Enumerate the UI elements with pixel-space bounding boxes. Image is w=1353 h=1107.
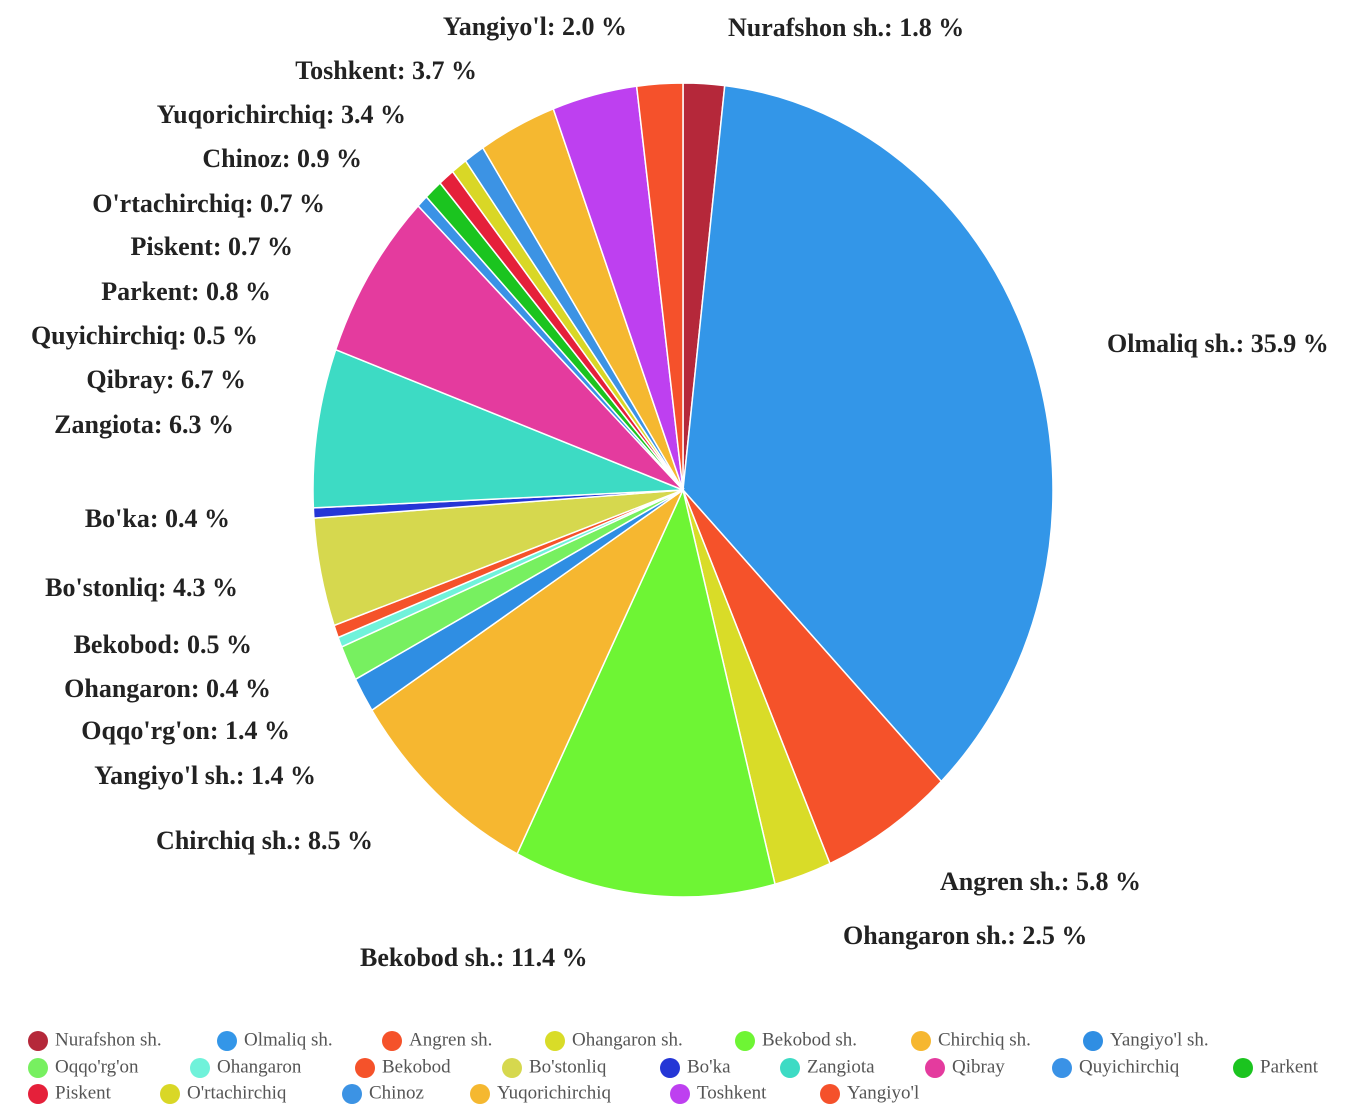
data-label: Ohangaron: 0.4 % [64, 674, 271, 703]
legend-marker [735, 1031, 755, 1051]
legend-marker [217, 1031, 237, 1051]
legend-marker [545, 1031, 565, 1051]
legend-label: Quyichirchiq [1079, 1056, 1180, 1077]
legend-marker [925, 1058, 945, 1078]
data-label: Bo'ka: 0.4 % [85, 504, 230, 533]
legend-label: Bekobod [382, 1056, 451, 1077]
legend-marker [1083, 1031, 1103, 1051]
legend-label: Parkent [1260, 1056, 1319, 1077]
legend-marker [670, 1084, 690, 1104]
legend-marker [28, 1058, 48, 1078]
pie-slice [682, 84, 1054, 783]
legend-marker [190, 1058, 210, 1078]
legend-marker [382, 1031, 402, 1051]
legend-label: Zangiota [807, 1056, 875, 1077]
data-label: Qibray: 6.7 % [86, 365, 246, 394]
legend-marker [911, 1031, 931, 1051]
legend-marker [28, 1084, 48, 1104]
legend-label: Toshkent [697, 1082, 767, 1103]
legend-label: Yangiyo'l sh. [1110, 1029, 1209, 1050]
legend-label: Oqqo'rg'on [55, 1056, 139, 1077]
legend-marker [470, 1084, 490, 1104]
data-label: Piskent: 0.7 % [131, 232, 294, 261]
legend-label: Bo'stonliq [529, 1056, 607, 1077]
legend-label: Qibray [952, 1056, 1005, 1077]
legend-marker [160, 1084, 180, 1104]
pie-slice [334, 204, 684, 491]
legend-label: O'rtachirchiq [187, 1082, 287, 1103]
legend-label: Yuqorichirchiq [497, 1082, 611, 1103]
data-label: Bo'stonliq: 4.3 % [45, 573, 238, 602]
data-label: Bekobod sh.: 11.4 % [360, 943, 588, 972]
legend-marker [1052, 1058, 1072, 1078]
legend-label: Ohangaron sh. [572, 1029, 683, 1050]
pie-slice [312, 348, 684, 509]
pie-slice [682, 489, 943, 865]
pie-slice [370, 487, 685, 855]
data-label: Bekobod: 0.5 % [74, 630, 252, 659]
legend-marker [342, 1084, 362, 1104]
data-label: Toshkent: 3.7 % [295, 56, 477, 85]
data-label: Yangiyo'l sh.: 1.4 % [94, 761, 316, 790]
data-label: Nurafshon sh.: 1.8 % [728, 13, 964, 42]
legend-marker [1233, 1058, 1253, 1078]
data-label: Chinoz: 0.9 % [202, 144, 362, 173]
legend-label: Olmaliq sh. [244, 1029, 333, 1050]
data-label: Olmaliq sh.: 35.9 % [1107, 329, 1329, 358]
pie-slice [516, 487, 776, 898]
data-label: Angren sh.: 5.8 % [940, 867, 1141, 896]
data-label: O'rtachirchiq: 0.7 % [92, 189, 325, 218]
legend-marker [780, 1058, 800, 1078]
legend-label: Bekobod sh. [762, 1029, 857, 1050]
legend-label: Bo'ka [687, 1056, 731, 1077]
data-label: Chirchiq sh.: 8.5 % [156, 826, 373, 855]
data-label: Yuqorichirchiq: 3.4 % [157, 100, 406, 129]
data-label: Parkent: 0.8 % [101, 277, 271, 306]
legend-label: Yangiyo'l [847, 1082, 919, 1103]
legend-marker [660, 1058, 680, 1078]
legend-marker [355, 1058, 375, 1078]
legend-label: Chinoz [369, 1082, 424, 1103]
data-label: Yangiyo'l: 2.0 % [443, 12, 627, 41]
data-label: Zangiota: 6.3 % [54, 410, 234, 439]
legend-marker [820, 1084, 840, 1104]
legend-marker [28, 1031, 48, 1051]
pie-slice [635, 82, 684, 491]
data-label: Oqqo'rg'on: 1.4 % [81, 716, 290, 745]
legend-label: Chirchiq sh. [938, 1029, 1031, 1050]
legend-label: Nurafshon sh. [55, 1029, 162, 1050]
legend-label: Piskent [55, 1082, 112, 1103]
legend-label: Angren sh. [409, 1029, 492, 1050]
legend-label: Ohangaron [217, 1056, 302, 1077]
data-label: Ohangaron sh.: 2.5 % [843, 921, 1087, 950]
legend-marker [502, 1058, 522, 1078]
data-label: Quyichirchiq: 0.5 % [31, 321, 258, 350]
